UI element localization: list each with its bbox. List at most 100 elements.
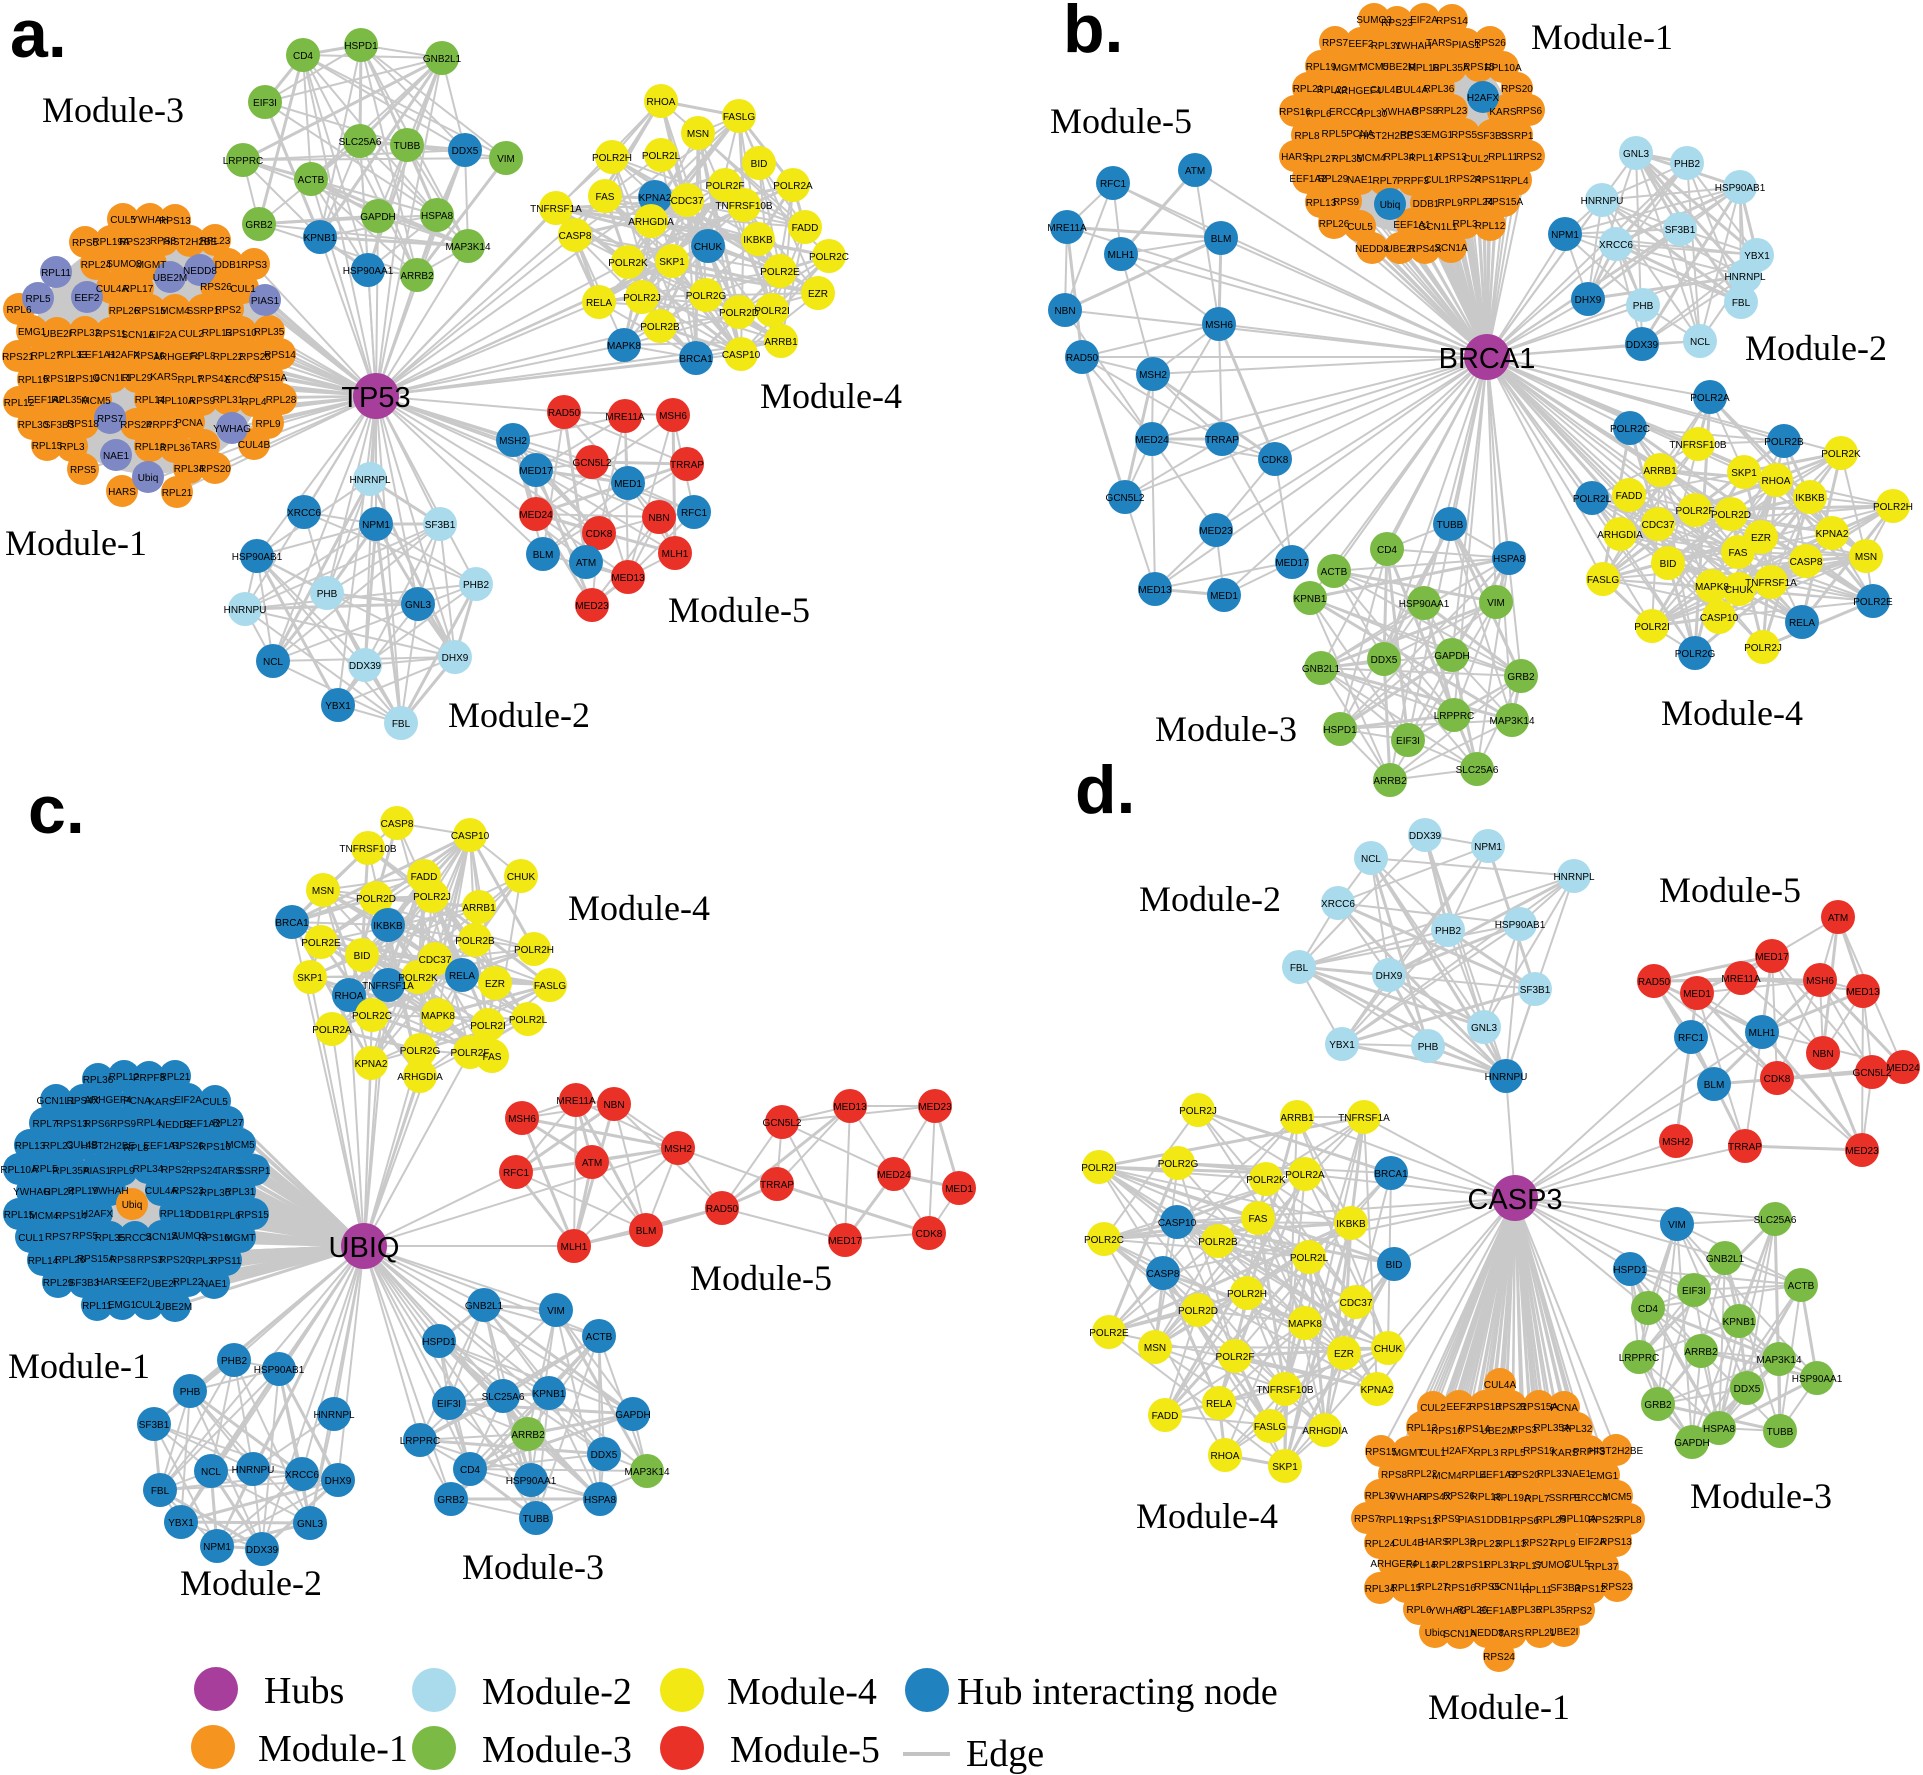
- svg-text:POLR2H: POLR2H: [514, 945, 554, 956]
- svg-text:EEF1A2: EEF1A2: [1479, 1470, 1517, 1481]
- svg-text:SUMO3: SUMO3: [171, 1231, 207, 1242]
- svg-text:DDX5: DDX5: [1734, 1384, 1761, 1395]
- svg-text:RPS8: RPS8: [150, 236, 177, 247]
- svg-text:Ubiq: Ubiq: [1380, 200, 1401, 211]
- svg-text:DDX5: DDX5: [591, 1450, 618, 1461]
- svg-text:POLR2K: POLR2K: [608, 258, 648, 269]
- svg-text:RPL35A: RPL35A: [52, 1166, 90, 1177]
- svg-text:MLH1: MLH1: [1108, 250, 1135, 261]
- svg-text:RPL36: RPL36: [83, 1075, 114, 1086]
- svg-text:POLR2C: POLR2C: [1084, 1235, 1124, 1246]
- svg-text:NEDD8: NEDD8: [158, 1120, 192, 1131]
- svg-text:MSH6: MSH6: [1806, 976, 1834, 987]
- svg-text:Module-5: Module-5: [668, 590, 810, 630]
- svg-text:RPL12: RPL12: [1407, 1423, 1438, 1434]
- svg-text:TNFRSF10B: TNFRSF10B: [1669, 440, 1727, 451]
- svg-text:Module-1: Module-1: [258, 1728, 408, 1770]
- svg-text:MED17: MED17: [519, 466, 553, 477]
- svg-text:RPS26: RPS26: [172, 1141, 204, 1152]
- svg-text:HSPD1: HSPD1: [1613, 1265, 1647, 1276]
- svg-text:YWHAG: YWHAG: [1381, 107, 1419, 118]
- svg-text:EIF2A: EIF2A: [1578, 1537, 1606, 1548]
- svg-text:RPS7: RPS7: [1322, 38, 1349, 49]
- svg-text:HSP90AB1: HSP90AB1: [232, 552, 283, 563]
- svg-text:RPL32: RPL32: [70, 328, 101, 339]
- svg-text:ERCC4: ERCC4: [118, 1233, 152, 1244]
- svg-text:LRPPRC: LRPPRC: [400, 1436, 441, 1447]
- svg-text:RPS4X: RPS4X: [1419, 1492, 1452, 1503]
- svg-text:RPS2: RPS2: [215, 305, 242, 316]
- svg-text:RPL22: RPL22: [1407, 1469, 1438, 1480]
- svg-text:ACTB: ACTB: [586, 1332, 613, 1343]
- svg-text:RPS7: RPS7: [45, 1232, 72, 1243]
- svg-text:GCN1L1: GCN1L1: [1492, 1582, 1531, 1593]
- svg-text:RPL34: RPL34: [1365, 1584, 1396, 1595]
- svg-text:NPM1: NPM1: [203, 1542, 231, 1553]
- svg-text:YWHAG: YWHAG: [213, 424, 251, 435]
- svg-text:RPL7: RPL7: [1372, 176, 1397, 187]
- svg-text:RPS15: RPS15: [237, 1210, 269, 1221]
- svg-text:RPL14: RPL14: [1406, 1560, 1437, 1571]
- svg-text:NCL: NCL: [201, 1467, 221, 1478]
- svg-text:MAPK8: MAPK8: [1695, 582, 1729, 593]
- svg-text:POLR2L: POLR2L: [642, 151, 681, 162]
- svg-text:RPL11: RPL11: [1522, 1585, 1552, 1596]
- svg-text:EMG1: EMG1: [1425, 130, 1454, 141]
- svg-text:UBE2I: UBE2I: [148, 1279, 177, 1290]
- svg-text:RPL35: RPL35: [254, 327, 285, 338]
- svg-text:GNL3: GNL3: [1623, 149, 1650, 160]
- svg-text:RPS2: RPS2: [161, 1165, 188, 1176]
- svg-text:Module-3: Module-3: [1690, 1476, 1832, 1516]
- svg-text:NAE1: NAE1: [1347, 175, 1374, 186]
- svg-text:MED1: MED1: [614, 479, 642, 490]
- svg-text:Ubiq: Ubiq: [138, 473, 159, 484]
- svg-text:NBN: NBN: [1812, 1049, 1833, 1060]
- svg-text:RPS25: RPS25: [239, 352, 271, 363]
- svg-text:RPS6: RPS6: [72, 238, 99, 249]
- svg-text:CASP10: CASP10: [1700, 613, 1739, 624]
- svg-text:DDB1: DDB1: [1413, 199, 1440, 210]
- svg-text:RPL21: RPL21: [160, 1072, 191, 1083]
- svg-text:EIF3I: EIF3I: [253, 98, 277, 109]
- svg-text:EIF3I: EIF3I: [1396, 736, 1420, 747]
- svg-text:PIAS1: PIAS1: [251, 296, 280, 307]
- svg-text:MAP3K14: MAP3K14: [624, 1467, 669, 1478]
- svg-text:ERCC4: ERCC4: [225, 375, 259, 386]
- svg-text:RELA: RELA: [449, 971, 475, 982]
- svg-text:GAPDH: GAPDH: [360, 212, 396, 223]
- svg-text:RAD50: RAD50: [1638, 977, 1671, 988]
- svg-text:KARS: KARS: [1489, 107, 1517, 118]
- svg-text:H2AFX: H2AFX: [1442, 1446, 1475, 1457]
- svg-text:RPS3: RPS3: [1511, 1425, 1538, 1436]
- svg-text:HSPA8: HSPA8: [421, 211, 453, 222]
- svg-text:POLR2J: POLR2J: [623, 293, 661, 304]
- svg-text:RPL30: RPL30: [1357, 109, 1388, 120]
- svg-text:RPS26: RPS26: [1474, 38, 1506, 49]
- svg-text:MCM5: MCM5: [1602, 1492, 1632, 1503]
- svg-text:RPL23: RPL23: [43, 1141, 74, 1152]
- svg-text:MED23: MED23: [575, 601, 609, 612]
- svg-text:RPS14: RPS14: [1458, 1424, 1490, 1435]
- svg-text:GNL3: GNL3: [1471, 1023, 1498, 1034]
- svg-text:RPS5: RPS5: [1474, 1582, 1501, 1593]
- svg-text:POLR2D: POLR2D: [1178, 1306, 1218, 1317]
- svg-text:RPL31: RPL31: [225, 1187, 256, 1198]
- svg-text:CDK8: CDK8: [916, 1229, 943, 1240]
- svg-text:POLR2E: POLR2E: [301, 938, 341, 949]
- svg-text:IKBKB: IKBKB: [1336, 1219, 1366, 1230]
- svg-text:Module-1: Module-1: [5, 523, 147, 563]
- svg-text:GRB2: GRB2: [437, 1495, 465, 1506]
- svg-text:XRCC6: XRCC6: [287, 508, 321, 519]
- svg-text:RPL9: RPL9: [1437, 198, 1462, 209]
- svg-text:SCN1A: SCN1A: [121, 330, 155, 341]
- svg-text:RPL3: RPL3: [188, 1256, 213, 1267]
- svg-text:HSP90AA1: HSP90AA1: [343, 266, 394, 277]
- svg-text:RPS9: RPS9: [1333, 197, 1360, 208]
- svg-text:DDX39: DDX39: [1626, 340, 1659, 351]
- svg-text:DDB1: DDB1: [1487, 1515, 1514, 1526]
- svg-text:PHB2: PHB2: [1435, 926, 1462, 937]
- svg-text:RPS4X: RPS4X: [198, 374, 231, 385]
- svg-text:POLR2D: POLR2D: [356, 894, 396, 905]
- svg-text:RPS21: RPS21: [2, 352, 34, 363]
- svg-text:TNFRSF1A: TNFRSF1A: [1338, 1113, 1390, 1124]
